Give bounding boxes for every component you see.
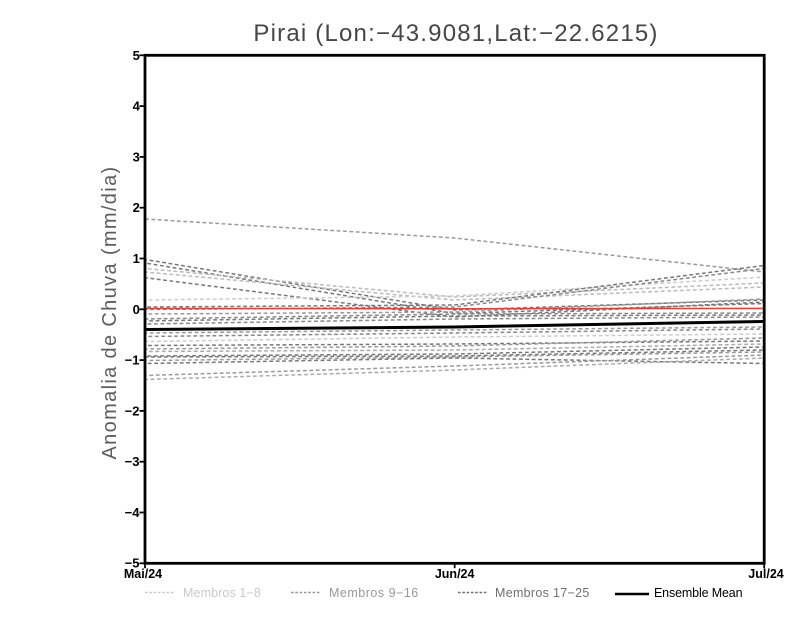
svg-text:−3: −3 [125,454,140,469]
svg-text:2: 2 [133,200,140,215]
svg-text:−1: −1 [125,353,140,368]
svg-text:−2: −2 [125,403,140,418]
svg-text:Ensemble Mean: Ensemble Mean [654,586,743,600]
svg-text:0: 0 [133,302,140,317]
svg-text:−5: −5 [125,556,140,571]
svg-text:1: 1 [133,251,140,266]
svg-text:Pirai (Lon:−43.9081,Lat:−22.62: Pirai (Lon:−43.9081,Lat:−22.6215) [253,20,658,47]
svg-text:Jul/24: Jul/24 [748,567,783,581]
svg-text:5: 5 [133,48,140,63]
svg-text:3: 3 [133,149,140,164]
svg-text:4: 4 [133,99,141,114]
svg-text:Membros 1−8: Membros 1−8 [183,586,261,600]
svg-text:Mai/24: Mai/24 [124,567,162,581]
svg-text:−4: −4 [125,505,141,520]
svg-text:Membros 17−25: Membros 17−25 [495,586,590,600]
svg-text:Membros 9−16: Membros 9−16 [329,586,419,600]
svg-text:Anomalia de Chuva (mm/dia): Anomalia de Chuva (mm/dia) [99,165,121,459]
svg-text:Jun/24: Jun/24 [435,567,475,581]
